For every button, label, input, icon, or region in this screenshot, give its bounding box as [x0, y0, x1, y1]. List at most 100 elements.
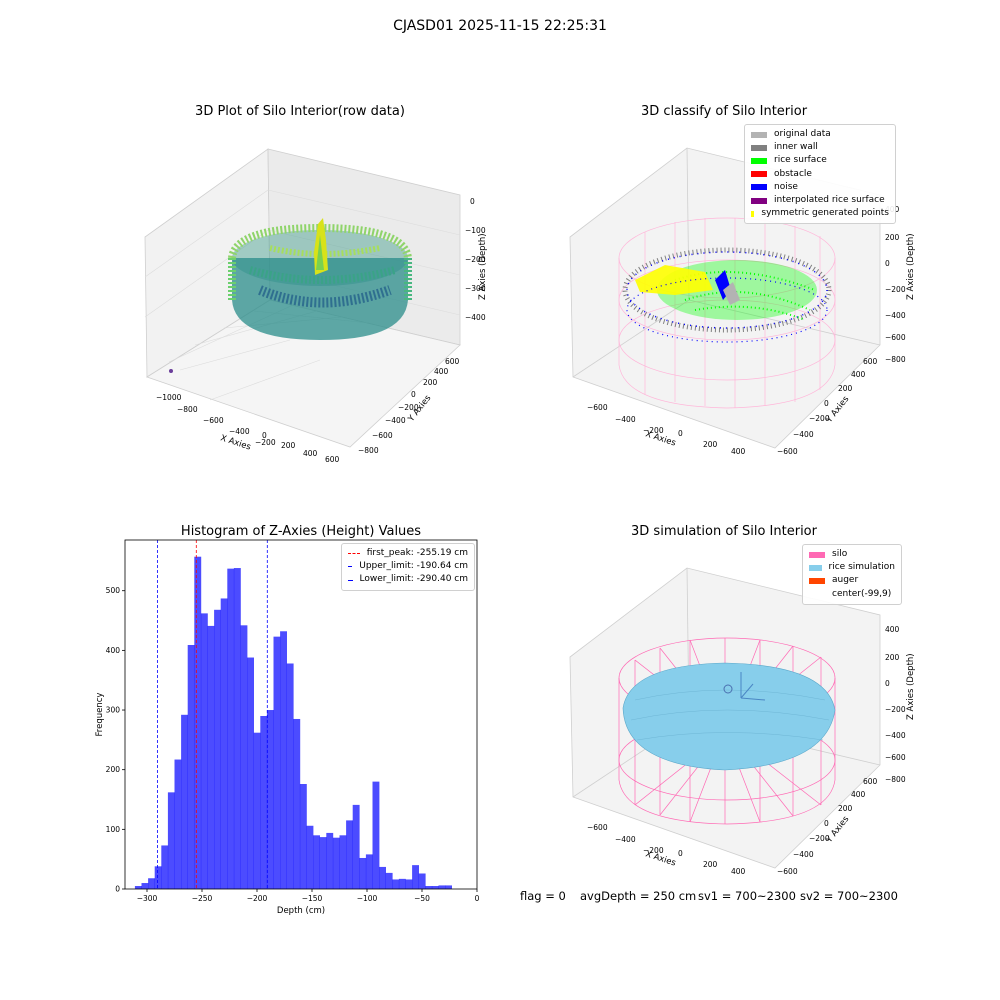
panel1-title: 3D Plot of Silo Interior(row data)	[195, 104, 405, 119]
histogram-bar	[161, 845, 169, 889]
legend-item-obstacle: obstacle	[751, 168, 889, 181]
x-tick-label: −250	[192, 894, 213, 903]
svg-text:−400: −400	[229, 427, 250, 436]
panel1-z-label: Z Axies (Depth)	[478, 233, 488, 300]
svg-text:−400: −400	[385, 416, 406, 425]
legend-item-center: center(-99,9)	[809, 588, 895, 601]
legend-line	[348, 553, 360, 555]
svg-text:−800: −800	[177, 405, 198, 414]
x-tick-label: 0	[475, 894, 480, 903]
histogram-bar	[266, 710, 274, 889]
svg-text:−600: −600	[777, 447, 798, 456]
x-tick-label: −50	[414, 894, 430, 903]
svg-text:−600: −600	[587, 823, 608, 832]
svg-text:−800: −800	[358, 446, 379, 455]
histogram-bar	[141, 883, 149, 889]
panel1-z-ticks: 0 −100 −200 −300 −400	[465, 197, 486, 322]
legend-item-auger: auger	[809, 574, 895, 587]
svg-text:−200: −200	[885, 705, 906, 714]
legend-item-rice-surface: rice surface	[751, 154, 889, 167]
histogram-bar	[339, 835, 347, 889]
histogram-bar	[299, 784, 307, 889]
panel2-y-ticks: −600 −400 −200 0 200 400 600	[777, 357, 878, 456]
svg-text:−400: −400	[885, 731, 906, 740]
histogram-bar	[194, 556, 202, 889]
svg-text:200: 200	[838, 804, 853, 813]
legend-swatch	[809, 564, 822, 571]
panel1-x-label: X Axies	[219, 433, 252, 452]
legend-item-rice-simulation: rice simulation	[809, 561, 895, 574]
histogram-bar	[181, 714, 188, 889]
panel1-3d-plot: −1000 −800 −600 −400 −200 0 200 400 600 …	[144, 148, 488, 464]
svg-text:−200: −200	[255, 438, 276, 447]
x-tick-label: −100	[357, 894, 378, 903]
legend-item-interpolated: interpolated rice surface	[751, 194, 889, 207]
histogram-bar	[174, 759, 182, 889]
y-tick-label: 200	[106, 765, 121, 774]
legend-swatch	[751, 131, 767, 138]
legend-swatch	[751, 210, 755, 217]
figure-title: CJASD01 2025-11-15 22:25:31	[393, 18, 607, 34]
svg-text:200: 200	[423, 378, 438, 387]
legend-line	[348, 579, 353, 581]
svg-text:−100: −100	[465, 226, 486, 235]
histogram-bar	[187, 644, 195, 889]
x-tick-label: −150	[302, 894, 323, 903]
panel2-x-ticks: −600 −400 −200 0 200 400	[587, 403, 746, 456]
legend-item-upper-limit: Upper_limit: -190.64 cm	[348, 560, 468, 573]
svg-text:−200: −200	[465, 255, 486, 264]
histogram-bar	[220, 598, 228, 889]
histogram-bar	[332, 837, 340, 889]
svg-text:−800: −800	[885, 355, 906, 364]
y-tick-label: 100	[106, 825, 121, 834]
histogram-title: Histogram of Z-Axies (Height) Values	[180, 524, 422, 539]
legend-swatch	[751, 184, 767, 191]
svg-text:0: 0	[262, 431, 267, 440]
svg-text:−200: −200	[398, 403, 419, 412]
histogram-bar	[148, 878, 155, 889]
legend-swatch	[809, 578, 825, 584]
status-sv1: sv1 = 700~2300	[698, 889, 796, 903]
panel2-z-label: Z Axies (Depth)	[906, 233, 916, 300]
svg-text:−400: −400	[615, 835, 636, 844]
svg-text:−200: −200	[643, 426, 664, 435]
histogram-bar	[214, 609, 221, 889]
panel2-z-ticks: 400 200 0 −200 −400 −600 −800	[885, 205, 906, 364]
panel1-x-ticks: −1000 −800 −600 −400 −200 0 200 400 600	[156, 393, 340, 464]
svg-text:−600: −600	[203, 416, 224, 425]
legend-item-symmetric: symmetric generated points	[751, 207, 889, 220]
histogram-bar	[240, 625, 248, 889]
histogram-bar	[438, 885, 446, 889]
histogram-bar	[319, 837, 327, 889]
svg-text:400: 400	[885, 625, 900, 634]
svg-text:−1000: −1000	[156, 393, 182, 402]
legend-swatch	[751, 158, 767, 164]
svg-text:−600: −600	[372, 431, 393, 440]
histogram-bar	[346, 820, 353, 889]
legend-line	[348, 566, 353, 568]
histogram-bar	[280, 631, 287, 889]
svg-text:400: 400	[434, 367, 449, 376]
svg-text:−600: −600	[777, 867, 798, 876]
svg-text:0: 0	[824, 399, 829, 408]
svg-text:−600: −600	[587, 403, 608, 412]
svg-text:−400: −400	[793, 430, 814, 439]
histogram-bar	[425, 886, 433, 889]
histogram-bar	[134, 886, 142, 889]
y-tick-label: 400	[106, 646, 121, 655]
svg-text:200: 200	[281, 441, 296, 450]
svg-text:−800: −800	[885, 775, 906, 784]
panel4-z-ticks: 400 200 0 −200 −400 −600 −800	[885, 625, 906, 784]
histogram-bar	[253, 732, 261, 889]
x-tick-label: −300	[137, 894, 158, 903]
legend-swatch	[751, 197, 767, 204]
histogram-bar	[227, 568, 235, 889]
panel4-x-ticks: −600 −400 −200 0 200 400	[587, 823, 746, 876]
status-flag: flag = 0	[520, 889, 566, 903]
panel4-z-label: Z Axies (Depth)	[906, 653, 916, 720]
svg-text:600: 600	[325, 455, 340, 464]
histogram-chart: −300 −250 −200 −150 −100 −50 0 0 100 200 300 400 500…	[95, 539, 480, 916]
svg-text:−600: −600	[885, 333, 906, 342]
svg-text:200: 200	[885, 233, 900, 242]
x-tick-label: −200	[247, 894, 268, 903]
